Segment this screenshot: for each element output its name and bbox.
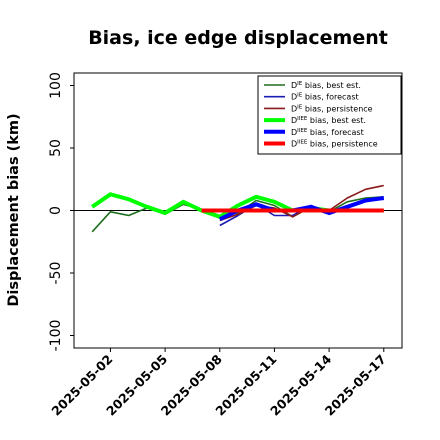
legend-entry: DIE bias, forecast (291, 93, 359, 102)
y-tick-label: -50 (48, 262, 64, 285)
legend-entry: DIE bias, best est. (291, 81, 361, 90)
y-tick-label: -100 (48, 320, 64, 352)
y-axis-label: Displacement bias (km) (6, 113, 22, 306)
y-tick-label: 100 (48, 72, 64, 99)
legend-entry: DIIEE bias, best est. (291, 116, 366, 125)
legend-box (257, 75, 402, 155)
legend-entry: DIIEE bias, persistence (291, 140, 378, 149)
chart-title: Bias, ice edge displacement (88, 27, 388, 49)
y-tick-label: 50 (48, 139, 64, 157)
y-tick-label: 0 (48, 206, 64, 215)
legend-entry: DIE bias, persistence (291, 104, 373, 113)
series-line-0 (91, 196, 384, 233)
legend-entry: DIIEE bias, forecast (291, 128, 364, 137)
legend: DIE bias, best est. DIE bias, forecast DIE… (257, 75, 402, 155)
